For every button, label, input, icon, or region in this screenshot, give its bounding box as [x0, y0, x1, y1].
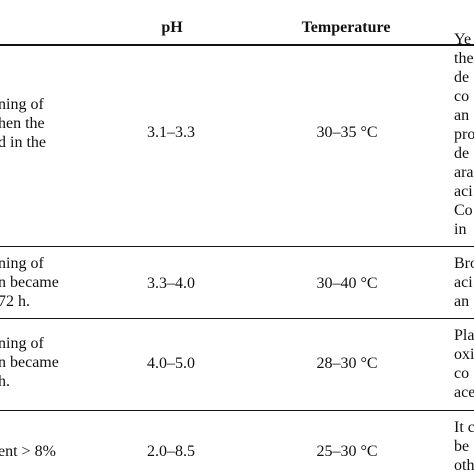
row-2-notes-line: aci [454, 274, 473, 291]
row-3-ph: 4.0–5.0 [147, 355, 195, 372]
row-3-notes-line: Pla [454, 327, 474, 344]
row-2-description-line: 72 h. [0, 293, 30, 310]
row-4-description: ent > 8% [0, 442, 56, 461]
row-1-notes-line: the [454, 50, 474, 67]
row-divider [0, 318, 474, 319]
row-3-description-line: h. [0, 373, 10, 390]
row-3-description-line: n became [0, 354, 59, 371]
row-3-notes: Pla oxi co ace [454, 326, 474, 402]
row-2-description-line: ning of [0, 255, 44, 272]
row-divider [0, 410, 474, 411]
row-4-ph: 2.0–8.5 [147, 443, 195, 460]
row-1-notes-line: Ye [454, 31, 472, 48]
row-4-notes-line: be [454, 438, 470, 455]
row-1-notes-line: de [454, 145, 470, 162]
row-4-description-line: ent > 8% [0, 443, 56, 460]
row-3-notes-line: oxi [454, 346, 474, 363]
row-3-temperature: 28–30 °C [316, 355, 378, 372]
row-3-description-line: ning of [0, 335, 44, 352]
column-header-temperature: Temperature [301, 19, 391, 36]
row-3-notes-line: ace [454, 384, 474, 401]
row-1-notes-line: de [454, 69, 470, 86]
row-1-description-line: ning of [0, 96, 44, 113]
row-1-description-line: hen the [0, 115, 45, 132]
row-1-temperature: 30–35 °C [316, 124, 378, 141]
row-4-notes-line: It c [454, 419, 474, 436]
row-3-notes-line: co [454, 365, 470, 382]
row-divider [0, 246, 474, 247]
column-header-ph: pH [161, 19, 183, 36]
row-1-notes-line: an [454, 107, 470, 124]
header-rule [0, 44, 474, 46]
row-1-notes-line: in [454, 221, 467, 238]
row-1-notes-line: co [454, 88, 470, 105]
row-2-description: ning of n became 72 h. [0, 254, 59, 311]
row-1-notes-line: Co [454, 202, 473, 219]
row-4-notes: It c be oth [454, 418, 474, 474]
row-2-description-line: n became [0, 274, 59, 291]
row-1-notes-line: pro [454, 126, 474, 143]
row-2-ph: 3.3–4.0 [147, 275, 195, 292]
row-1-notes-line: aci [454, 183, 473, 200]
row-1-notes-line: ara [454, 164, 474, 181]
row-2-notes-line: Bro [454, 255, 474, 272]
row-4-notes-line: oth [454, 457, 474, 474]
row-1-description: ning of hen the d in the [0, 95, 46, 152]
row-2-notes-line: an [454, 293, 470, 310]
row-1-ph: 3.1–3.3 [147, 124, 195, 141]
row-4-temperature: 25–30 °C [316, 443, 378, 460]
row-1-notes: Ye the de co an pro de ara aci Co in [454, 30, 474, 239]
row-1-description-line: d in the [0, 134, 46, 151]
row-2-temperature: 30–40 °C [316, 275, 378, 292]
row-3-description: ning of n became h. [0, 334, 59, 391]
row-2-notes: Bro aci an [454, 254, 474, 311]
